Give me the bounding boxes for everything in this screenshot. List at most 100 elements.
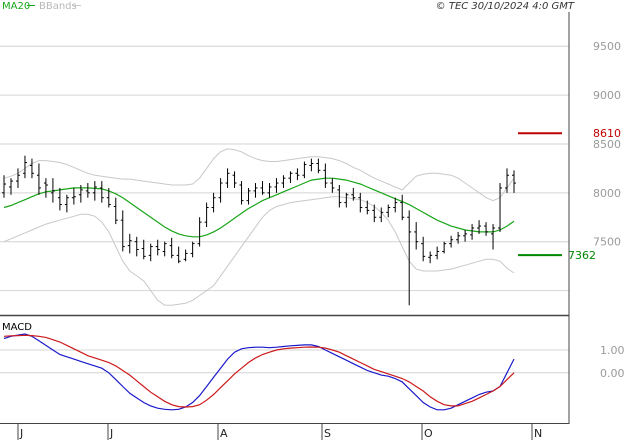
bbands-legend: BBands xyxy=(39,1,77,12)
price-bar xyxy=(267,183,272,198)
price-bar xyxy=(463,229,468,242)
price-bar xyxy=(246,187,251,205)
price-tick-label: 7500 xyxy=(593,236,621,249)
price-bar xyxy=(253,183,258,198)
bbands xyxy=(3,148,515,306)
price-bar xyxy=(407,210,412,306)
copyright-text: © TEC 30/10/2024 4:0 GMT xyxy=(436,1,575,12)
price-bar xyxy=(372,204,377,223)
price-bar xyxy=(512,170,516,193)
price-bar xyxy=(477,220,482,234)
level-label: 8610 xyxy=(593,127,621,140)
price-bar xyxy=(379,207,384,223)
price-bar xyxy=(92,181,97,201)
price-bar xyxy=(225,168,230,188)
month-label: S xyxy=(324,427,331,440)
signal-line xyxy=(3,334,515,408)
price-bar xyxy=(281,175,286,188)
price-bar xyxy=(99,181,104,203)
price-bar xyxy=(29,158,34,179)
price-bar xyxy=(106,187,111,208)
price-bar xyxy=(85,183,90,198)
price-bar xyxy=(449,235,454,248)
bbands-upper xyxy=(3,148,515,202)
price-bar xyxy=(15,168,20,188)
price-bar xyxy=(162,241,167,257)
price-bar xyxy=(393,197,398,213)
price-bar xyxy=(64,194,69,213)
price-bar xyxy=(239,181,244,205)
price-bar xyxy=(295,168,300,181)
price-bar xyxy=(316,158,321,174)
month-label: J xyxy=(109,427,113,440)
price-bar xyxy=(414,222,419,250)
price-bar xyxy=(498,183,503,232)
price-bar xyxy=(127,233,132,254)
price-bar xyxy=(2,175,6,198)
ma20-path xyxy=(3,177,515,238)
month-label: N xyxy=(534,427,542,440)
price-bar xyxy=(260,181,265,195)
price-bar xyxy=(134,236,139,257)
price-tick-label: 8000 xyxy=(593,187,621,200)
price-tick-label: 9000 xyxy=(593,89,621,102)
price-bar xyxy=(505,168,510,193)
price-bar xyxy=(491,224,496,250)
price-bar xyxy=(113,197,118,225)
price-bar xyxy=(421,236,426,262)
price-tick-label: 8500 xyxy=(593,138,621,151)
price-bar xyxy=(148,243,153,262)
price-bar xyxy=(183,249,188,262)
price-bar xyxy=(442,241,447,254)
price-bar xyxy=(197,217,202,247)
price-bar xyxy=(323,163,328,188)
price-bar xyxy=(43,178,48,198)
price-bar xyxy=(169,237,174,259)
price-bar xyxy=(456,231,461,244)
price-bar xyxy=(78,185,83,203)
price-bar xyxy=(344,192,349,208)
price-bar xyxy=(204,202,209,228)
price-bar xyxy=(274,178,279,193)
price-bar xyxy=(190,241,195,258)
price-levels: 8610 7362 xyxy=(518,127,621,262)
macd-tick-label: 0.00 xyxy=(600,367,625,380)
price-bar xyxy=(141,239,146,260)
price-tick-label: 9500 xyxy=(593,40,621,53)
macd-lines xyxy=(3,333,515,411)
price-bar xyxy=(155,239,160,256)
ma20-line xyxy=(3,177,515,238)
macd-tick-label: 1.00 xyxy=(600,344,625,357)
price-bar xyxy=(386,204,391,218)
price-bar xyxy=(365,200,370,215)
price-bar xyxy=(337,185,342,208)
macd-label: MACD xyxy=(2,322,32,333)
price-bars xyxy=(2,155,516,306)
price-bar xyxy=(470,224,475,240)
price-bar xyxy=(435,246,440,260)
price-bar xyxy=(428,251,433,264)
macd-grid xyxy=(0,349,569,374)
price-bar xyxy=(309,158,314,172)
price-bar xyxy=(358,192,363,213)
price-bar xyxy=(302,161,307,179)
price-bar xyxy=(211,192,216,213)
month-label: J xyxy=(19,427,23,440)
price-bar xyxy=(57,187,62,211)
y-tick-labels: 9500 9000 8500 8000 7500 1.00 0.00 xyxy=(593,40,625,380)
price-bar xyxy=(400,194,405,221)
price-bar xyxy=(218,178,223,203)
price-bar xyxy=(22,155,27,179)
month-label: A xyxy=(220,427,228,440)
price-bar xyxy=(330,178,335,193)
price-bar xyxy=(484,222,489,236)
price-bar xyxy=(120,210,125,252)
ma20-legend: MA20 xyxy=(2,1,30,12)
price-bar xyxy=(50,178,55,203)
price-bar xyxy=(351,187,356,201)
price-bar xyxy=(8,178,13,195)
price-bar xyxy=(176,246,181,264)
